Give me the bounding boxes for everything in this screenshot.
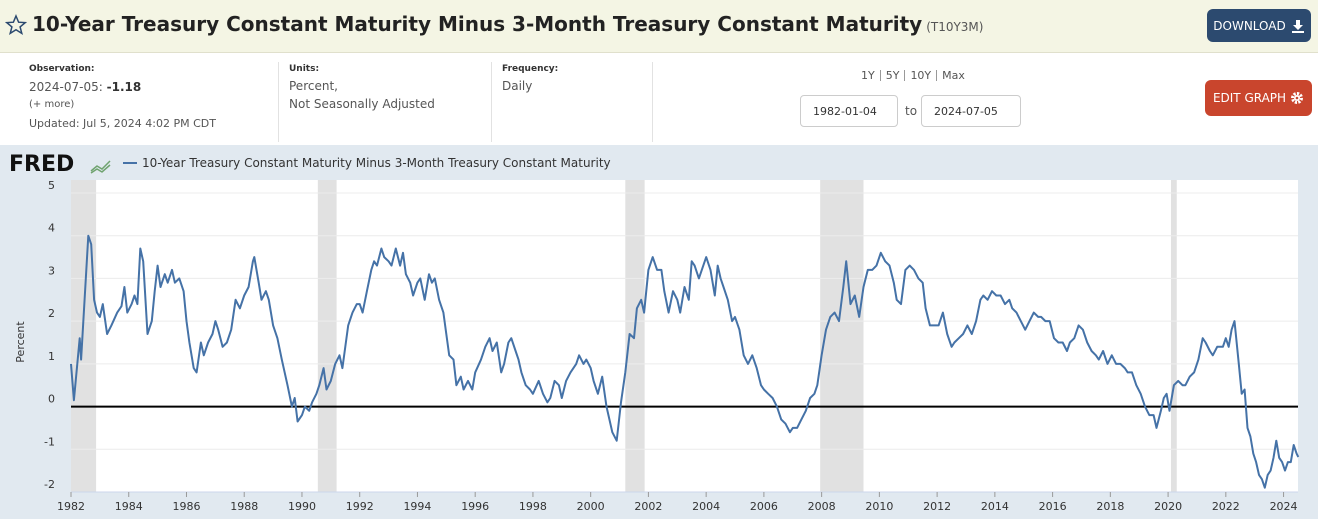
y-tick-label: 1 (48, 350, 55, 363)
frequency-value: Daily (502, 79, 533, 93)
observation-date: 2024-07-05: (29, 80, 103, 94)
separator (652, 62, 653, 142)
series-id: (T10Y3M) (926, 20, 984, 34)
x-tick-label: 2002 (634, 500, 662, 513)
logo-graphic (90, 160, 111, 174)
edit-graph-button[interactable]: EDIT GRAPH (1205, 80, 1312, 116)
legend-label: 10-Year Treasury Constant Maturity Minus… (142, 156, 611, 170)
range-option[interactable]: 1Y (861, 69, 875, 82)
recession-band (820, 180, 864, 492)
range-option[interactable]: Max (936, 70, 970, 81)
separator (278, 62, 279, 142)
x-tick-label: 2010 (865, 500, 893, 513)
x-tick-label: 2006 (750, 500, 778, 513)
chart-area: FRED 10-Year Treasury Constant Maturity … (0, 145, 1318, 519)
x-tick-label: 2000 (577, 500, 605, 513)
y-tick-label: 5 (48, 179, 55, 192)
units-line: Percent, (289, 79, 338, 93)
chart: FRED 10-Year Treasury Constant Maturity … (9, 152, 1300, 513)
range-options: 1Y 5Y 10Y Max (856, 70, 970, 81)
x-tick-label: 1998 (519, 500, 547, 513)
title-text: 10-Year Treasury Constant Maturity Minus… (32, 12, 923, 36)
units-label: Units: (289, 64, 320, 74)
y-tick-label: 3 (48, 264, 55, 277)
x-tick-label: 2020 (1154, 500, 1182, 513)
x-tick-label: 1990 (288, 500, 316, 513)
separator (491, 62, 492, 142)
y-tick-label: 4 (48, 222, 55, 235)
y-tick-label: 0 (48, 393, 55, 406)
x-tick-label: 1982 (57, 500, 85, 513)
y-axis-label: Percent (14, 321, 27, 363)
series-line (70, 234, 1300, 489)
gear-icon (1291, 92, 1304, 104)
plot-background (71, 180, 1298, 492)
edit-label: EDIT GRAPH (1212, 91, 1287, 105)
recession-band (1170, 180, 1177, 492)
range-option[interactable]: 5Y (879, 70, 905, 81)
units-line: Not Seasonally Adjusted (289, 97, 435, 111)
range-option[interactable]: 10Y (904, 70, 936, 81)
x-tick-label: 2008 (808, 500, 836, 513)
x-tick-label: 1988 (230, 500, 258, 513)
observation-label: Observation: (29, 64, 95, 74)
header: 10-Year Treasury Constant Maturity Minus… (0, 0, 1318, 53)
start-date-input[interactable]: 1982-01-04 (800, 95, 898, 127)
y-tick-label: 2 (48, 307, 55, 320)
observation-value: -1.18 (106, 80, 142, 94)
to-label: to (905, 104, 918, 118)
star-icon[interactable] (5, 14, 27, 36)
y-tick-label: -2 (44, 478, 55, 491)
download-label: DOWNLOAD (1213, 18, 1286, 33)
recession-band (317, 180, 337, 492)
frequency-label: Frequency: (502, 64, 559, 74)
y-tick-label: -1 (44, 435, 55, 448)
x-tick-label: 2004 (692, 500, 720, 513)
x-tick-label: 1996 (461, 500, 489, 513)
x-tick-label: 1994 (403, 500, 431, 513)
x-tick-label: 2012 (923, 500, 951, 513)
x-tick-label: 2014 (981, 500, 1009, 513)
x-tick-label: 2022 (1212, 500, 1240, 513)
x-tick-label: 1984 (115, 500, 143, 513)
updated: Updated: Jul 5, 2024 4:02 PM CDT (29, 117, 216, 130)
download-icon (1291, 19, 1304, 33)
download-button[interactable]: DOWNLOAD (1207, 9, 1311, 42)
logo: FRED (9, 152, 74, 177)
x-tick-label: 2024 (1270, 500, 1298, 513)
more-link[interactable]: (+ more) (29, 99, 75, 110)
end-date-input[interactable]: 2024-07-05 (921, 95, 1021, 127)
title: 10-Year Treasury Constant Maturity Minus… (32, 12, 983, 36)
x-tick-label: 2016 (1039, 500, 1067, 513)
recession-band (71, 180, 97, 492)
x-tick-label: 1986 (172, 500, 200, 513)
x-tick-label: 1992 (346, 500, 374, 513)
x-tick-label: 2018 (1096, 500, 1124, 513)
